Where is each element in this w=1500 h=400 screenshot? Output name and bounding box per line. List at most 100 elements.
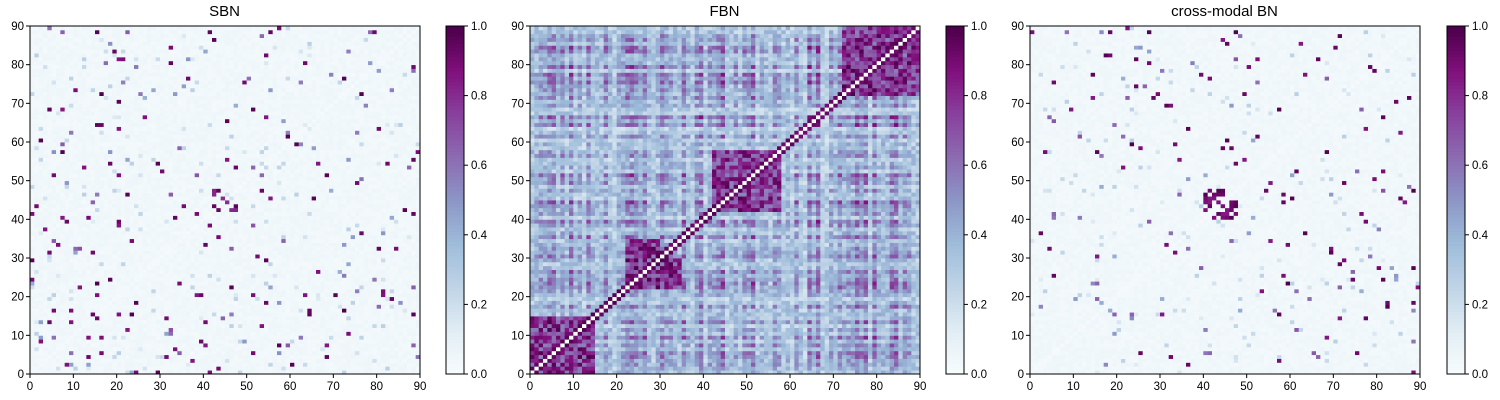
- heatmap-cell: [312, 192, 317, 196]
- heatmap-cell: [307, 196, 312, 200]
- heatmap-cell: [312, 316, 317, 320]
- heatmap-cell: [160, 246, 165, 250]
- heatmap-cell: [52, 208, 57, 212]
- heatmap-cell: [82, 161, 87, 165]
- heatmap-cell: [125, 362, 130, 366]
- heatmap-cell: [156, 185, 161, 189]
- heatmap-cell: [234, 339, 239, 343]
- heatmap-cell: [173, 293, 178, 297]
- heatmap-cell: [229, 273, 234, 277]
- heatmap-cell: [221, 223, 226, 227]
- heatmap-cell: [86, 359, 91, 363]
- heatmap-cell: [255, 227, 260, 231]
- heatmap-cell: [52, 165, 57, 169]
- heatmap-cell: [169, 297, 174, 301]
- heatmap-cell: [338, 359, 343, 363]
- heatmap-cell: [238, 320, 243, 324]
- heatmap-cell: [264, 243, 269, 247]
- heatmap-cell: [160, 215, 165, 219]
- heatmap-cell: [147, 273, 152, 277]
- heatmap-cell: [177, 351, 182, 355]
- heatmap-cell: [173, 308, 178, 312]
- heatmap-cell: [403, 200, 408, 204]
- heatmap-cell: [169, 320, 174, 324]
- heatmap-cell: [117, 289, 122, 293]
- heatmap-cell: [368, 188, 373, 192]
- heatmap-cell: [368, 270, 373, 274]
- heatmap-cell: [338, 192, 343, 196]
- heatmap-cell: [290, 177, 295, 181]
- heatmap-cell: [86, 339, 91, 343]
- heatmap-cell: [260, 289, 265, 293]
- heatmap-cell: [160, 281, 165, 285]
- heatmap-cell: [281, 204, 286, 208]
- heatmap-cell: [407, 235, 412, 239]
- heatmap-cell: [52, 270, 57, 274]
- heatmap-cell: [351, 277, 356, 281]
- heatmap-cell: [294, 223, 299, 227]
- heatmap-cell: [299, 188, 304, 192]
- heatmap-cell: [320, 331, 325, 335]
- heatmap-cell: [112, 297, 117, 301]
- heatmap-cell: [169, 273, 174, 277]
- heatmap-cell: [316, 239, 321, 243]
- heatmap-cell: [43, 366, 48, 370]
- heatmap-cell: [364, 185, 369, 189]
- heatmap-cell: [156, 212, 161, 216]
- heatmap-cell: [316, 215, 321, 219]
- heatmap-cell: [251, 177, 256, 181]
- heatmap-cell: [242, 219, 247, 223]
- heatmap-cell: [312, 200, 317, 204]
- heatmap-cell: [147, 250, 152, 254]
- heatmap-cell: [338, 324, 343, 328]
- heatmap-cell: [156, 215, 161, 219]
- heatmap-cell: [390, 316, 395, 320]
- heatmap-cell: [312, 208, 317, 212]
- heatmap-cell: [86, 223, 91, 227]
- heatmap-cell: [398, 235, 403, 239]
- heatmap-cell: [398, 320, 403, 324]
- heatmap-cell: [108, 266, 113, 270]
- heatmap-cell: [125, 169, 130, 173]
- heatmap-cell: [333, 328, 338, 332]
- heatmap-cell: [186, 324, 191, 328]
- heatmap-cell: [104, 212, 109, 216]
- heatmap-cell: [69, 173, 74, 177]
- heatmap-cell: [242, 351, 247, 355]
- heatmap-cell: [255, 316, 260, 320]
- heatmap-cell: [390, 339, 395, 343]
- heatmap-cell: [372, 192, 377, 196]
- heatmap-cell: [30, 366, 35, 370]
- heatmap-cell: [164, 185, 169, 189]
- heatmap-cell: [277, 366, 282, 370]
- heatmap-cell: [342, 208, 347, 212]
- heatmap-cell: [251, 212, 256, 216]
- heatmap-cell: [251, 320, 256, 324]
- heatmap-cell: [342, 273, 347, 277]
- heatmap-cell: [351, 270, 356, 274]
- heatmap-cell: [91, 227, 96, 231]
- heatmap-cell: [190, 366, 195, 370]
- heatmap-cell: [156, 359, 161, 363]
- heatmap-cell: [221, 301, 226, 305]
- heatmap-cell: [216, 304, 221, 308]
- heatmap-cell: [182, 285, 187, 289]
- heatmap-cell: [355, 289, 360, 293]
- heatmap-cell: [247, 246, 252, 250]
- heatmap-cell: [238, 196, 243, 200]
- heatmap-cell: [160, 293, 165, 297]
- heatmap-cell: [264, 239, 269, 243]
- heatmap-cell: [130, 196, 135, 200]
- heatmap-cell: [281, 270, 286, 274]
- heatmap-cell: [112, 289, 117, 293]
- heatmap-cell: [229, 281, 234, 285]
- heatmap-cell: [355, 328, 360, 332]
- heatmap-cell: [411, 347, 416, 351]
- heatmap-cell: [342, 258, 347, 262]
- heatmap-cell: [130, 301, 135, 305]
- heatmap-cell: [411, 351, 416, 355]
- heatmap-cell: [342, 331, 347, 335]
- heatmap-cell: [364, 219, 369, 223]
- heatmap-cell: [290, 239, 295, 243]
- heatmap-cell: [190, 355, 195, 359]
